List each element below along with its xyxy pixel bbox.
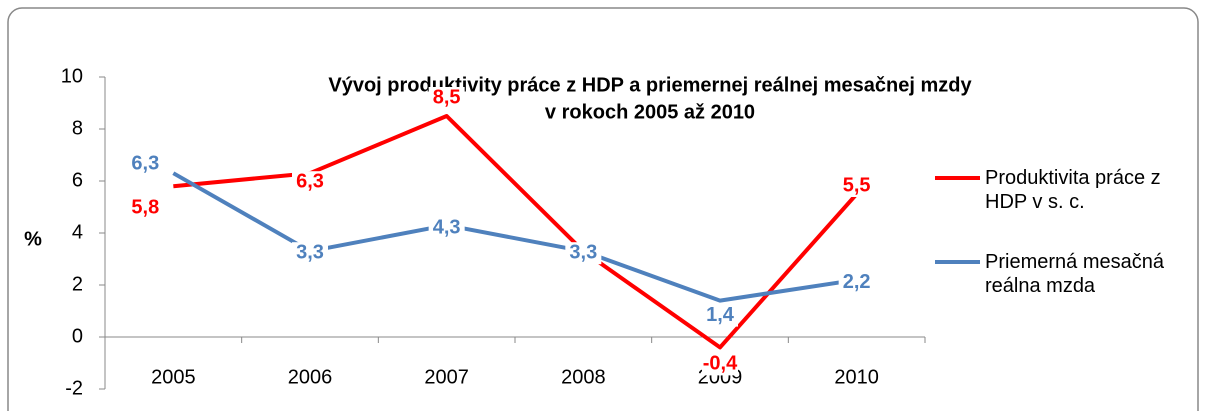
data-label: 4,3 [433,216,461,238]
data-label: 8,5 [433,86,461,108]
data-label-bg [127,153,164,176]
data-label-bg [702,353,738,376]
y-tick-label: 4 [72,221,83,243]
y-tick-label: 10 [61,65,83,87]
y-axis-label: % [24,228,42,250]
data-label: 2,2 [843,271,871,293]
data-label-bg [127,197,164,220]
x-tick-label: 2006 [288,366,333,388]
series-line [173,114,859,350]
data-label: 1,4 [706,304,735,326]
series-line [172,171,857,303]
data-label: 5,8 [131,196,159,218]
data-label: -0,4 [703,353,738,375]
data-label: 6,3 [131,152,159,174]
data-label-bg [838,271,875,294]
y-tick-label: -2 [65,377,83,399]
legend-label: Priemerná mesačná reálna mzda [985,251,1164,297]
chart-border [7,7,1199,411]
x-tick-label: 2005 [151,366,196,388]
data-label: 3,3 [569,241,597,263]
y-tick-label: 6 [72,169,83,191]
x-tick-label: 2010 [834,366,879,388]
data-label-bg [428,217,465,240]
y-tick-label: 0 [72,325,83,347]
data-label-bg [702,304,738,327]
data-label: 6,3 [296,170,324,192]
legend-label: Produktivita práce z HDP v s. c. [985,167,1161,213]
data-label-bg [428,87,465,109]
data-label: 3,3 [296,241,324,263]
y-tick-label: 8 [72,117,83,139]
x-tick-label: 2008 [561,366,606,388]
y-tick-label: 2 [72,273,83,295]
data-label-bg [292,242,328,265]
x-tick-label: 2007 [424,366,469,388]
chart-title: v rokoch 2005 až 2010 [545,101,755,123]
chart-title: Vývoj produktivity práce z HDP a priemer… [328,74,972,96]
data-label: 5,5 [843,174,871,196]
data-label-bg [565,242,602,265]
data-label-bg [292,171,328,194]
data-label-bg [838,175,875,197]
